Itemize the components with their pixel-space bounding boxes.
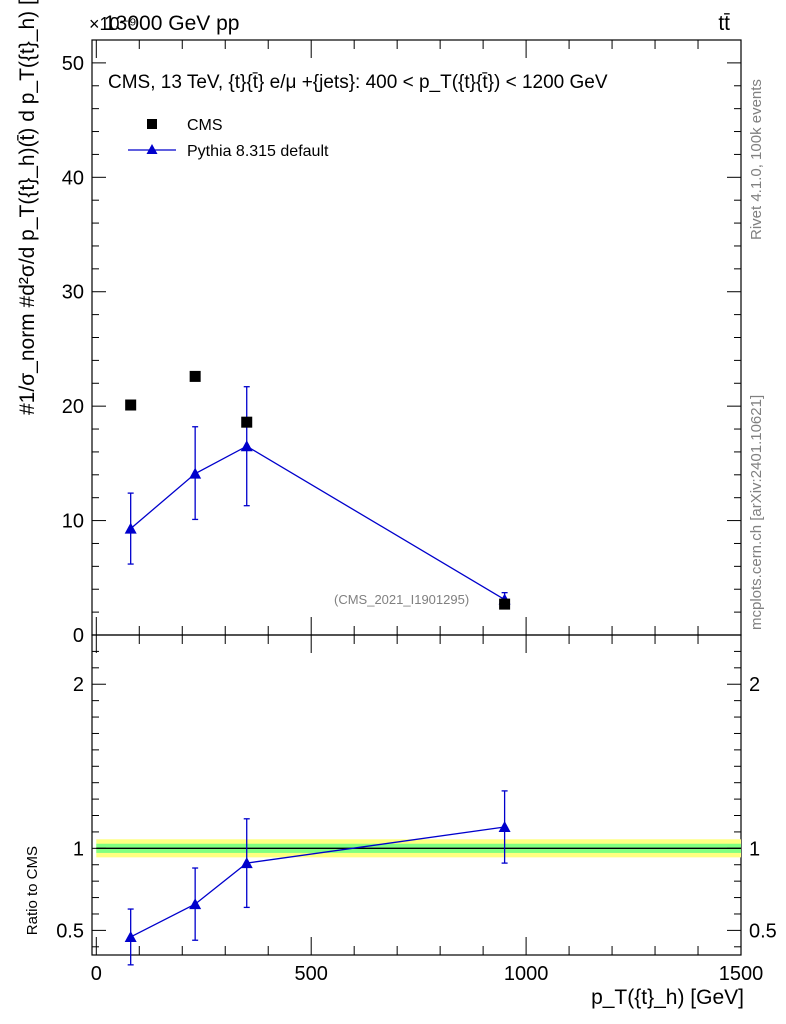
ratio-ytick-label-left: 2 xyxy=(73,674,84,696)
source-note: mcplots.cern.ch [arXiv:2401.10621] xyxy=(748,395,765,630)
legend-cms-marker xyxy=(147,119,157,129)
pythia-point xyxy=(240,440,253,452)
main-ytick-label: 20 xyxy=(62,396,84,418)
ratio-panel: 0.5 0.5 1 1 2 2 0 500 1000 1500 xyxy=(56,634,777,985)
pythia-point xyxy=(189,467,202,479)
main-ytick-label: 10 xyxy=(62,511,84,533)
ratio-ytick-label-right: 0.5 xyxy=(749,920,777,942)
y-axis-label: #1/σ_norm #d²σ/d p_T({t}_h)(t̄) d p_T({t… xyxy=(16,0,39,415)
main-ytick-label: 0 xyxy=(73,625,84,647)
x-axis-label: p_T({t}_h) [GeV] xyxy=(591,986,744,1009)
x-axis-label-text: p_T({t}_h) [GeV] xyxy=(591,986,744,1009)
ratio-frame xyxy=(91,634,742,956)
cms-point xyxy=(241,416,253,428)
chart-title: CMS, 13 TeV, {t}{t̄} e/μ +{jets}: 400 < … xyxy=(108,72,608,93)
y-scale-exponent: ×10⁻⁹ xyxy=(89,14,137,34)
main-panel: 0 10 20 30 40 50 xyxy=(62,39,742,647)
pythia-line xyxy=(130,445,505,601)
process-label: tt̄ xyxy=(718,12,730,35)
ratio-pythia-point xyxy=(498,821,511,832)
ratio-pythia-point xyxy=(189,898,202,910)
main-ytick-label: 40 xyxy=(62,167,84,189)
legend-pythia-marker xyxy=(146,144,158,154)
ratio-ytick-label-right: 1 xyxy=(749,838,760,860)
energy-label: 13000 GeV pp xyxy=(104,12,239,35)
ratio-pythia-line xyxy=(130,826,505,938)
rivet-note: Rivet 4.1.0, 100k events xyxy=(748,79,765,240)
ratio-xtick-label: 1500 xyxy=(719,963,764,985)
cms-point xyxy=(125,399,137,411)
ratio-pythia-point xyxy=(240,857,253,869)
ratio-ytick-label-right: 2 xyxy=(749,674,760,696)
ratio-xtick-label: 1000 xyxy=(504,963,549,985)
legend-cms-label: CMS xyxy=(187,117,223,134)
y-axis-label-text: #1/σ_norm #d²σ/d p_T({t}_h)(t̄) d p_T({t… xyxy=(16,0,39,415)
ratio-ytick-label-left: 1 xyxy=(73,838,84,860)
labels-layer: 13000 GeV pp tt̄ ×10⁻⁹ CMS, 13 TeV, {t}{… xyxy=(16,0,765,1009)
ratio-xtick-label: 0 xyxy=(91,963,102,985)
ratio-ytick-label-left: 0.5 xyxy=(56,920,84,942)
legend-pythia-label: Pythia 8.315 default xyxy=(187,143,329,160)
legend: CMS Pythia 8.315 default xyxy=(128,117,329,160)
main-ytick-label: 30 xyxy=(62,282,84,304)
cms-point xyxy=(189,370,201,382)
ratio-ylabel: Ratio to CMS xyxy=(24,846,41,935)
ratio-xtick-label: 500 xyxy=(295,963,328,985)
analysis-id: (CMS_2021_I1901295) xyxy=(334,592,469,607)
pythia-point xyxy=(124,522,137,534)
ratio-pythia-point xyxy=(124,930,137,942)
cms-point xyxy=(499,598,511,610)
main-ytick-label: 50 xyxy=(62,53,84,75)
